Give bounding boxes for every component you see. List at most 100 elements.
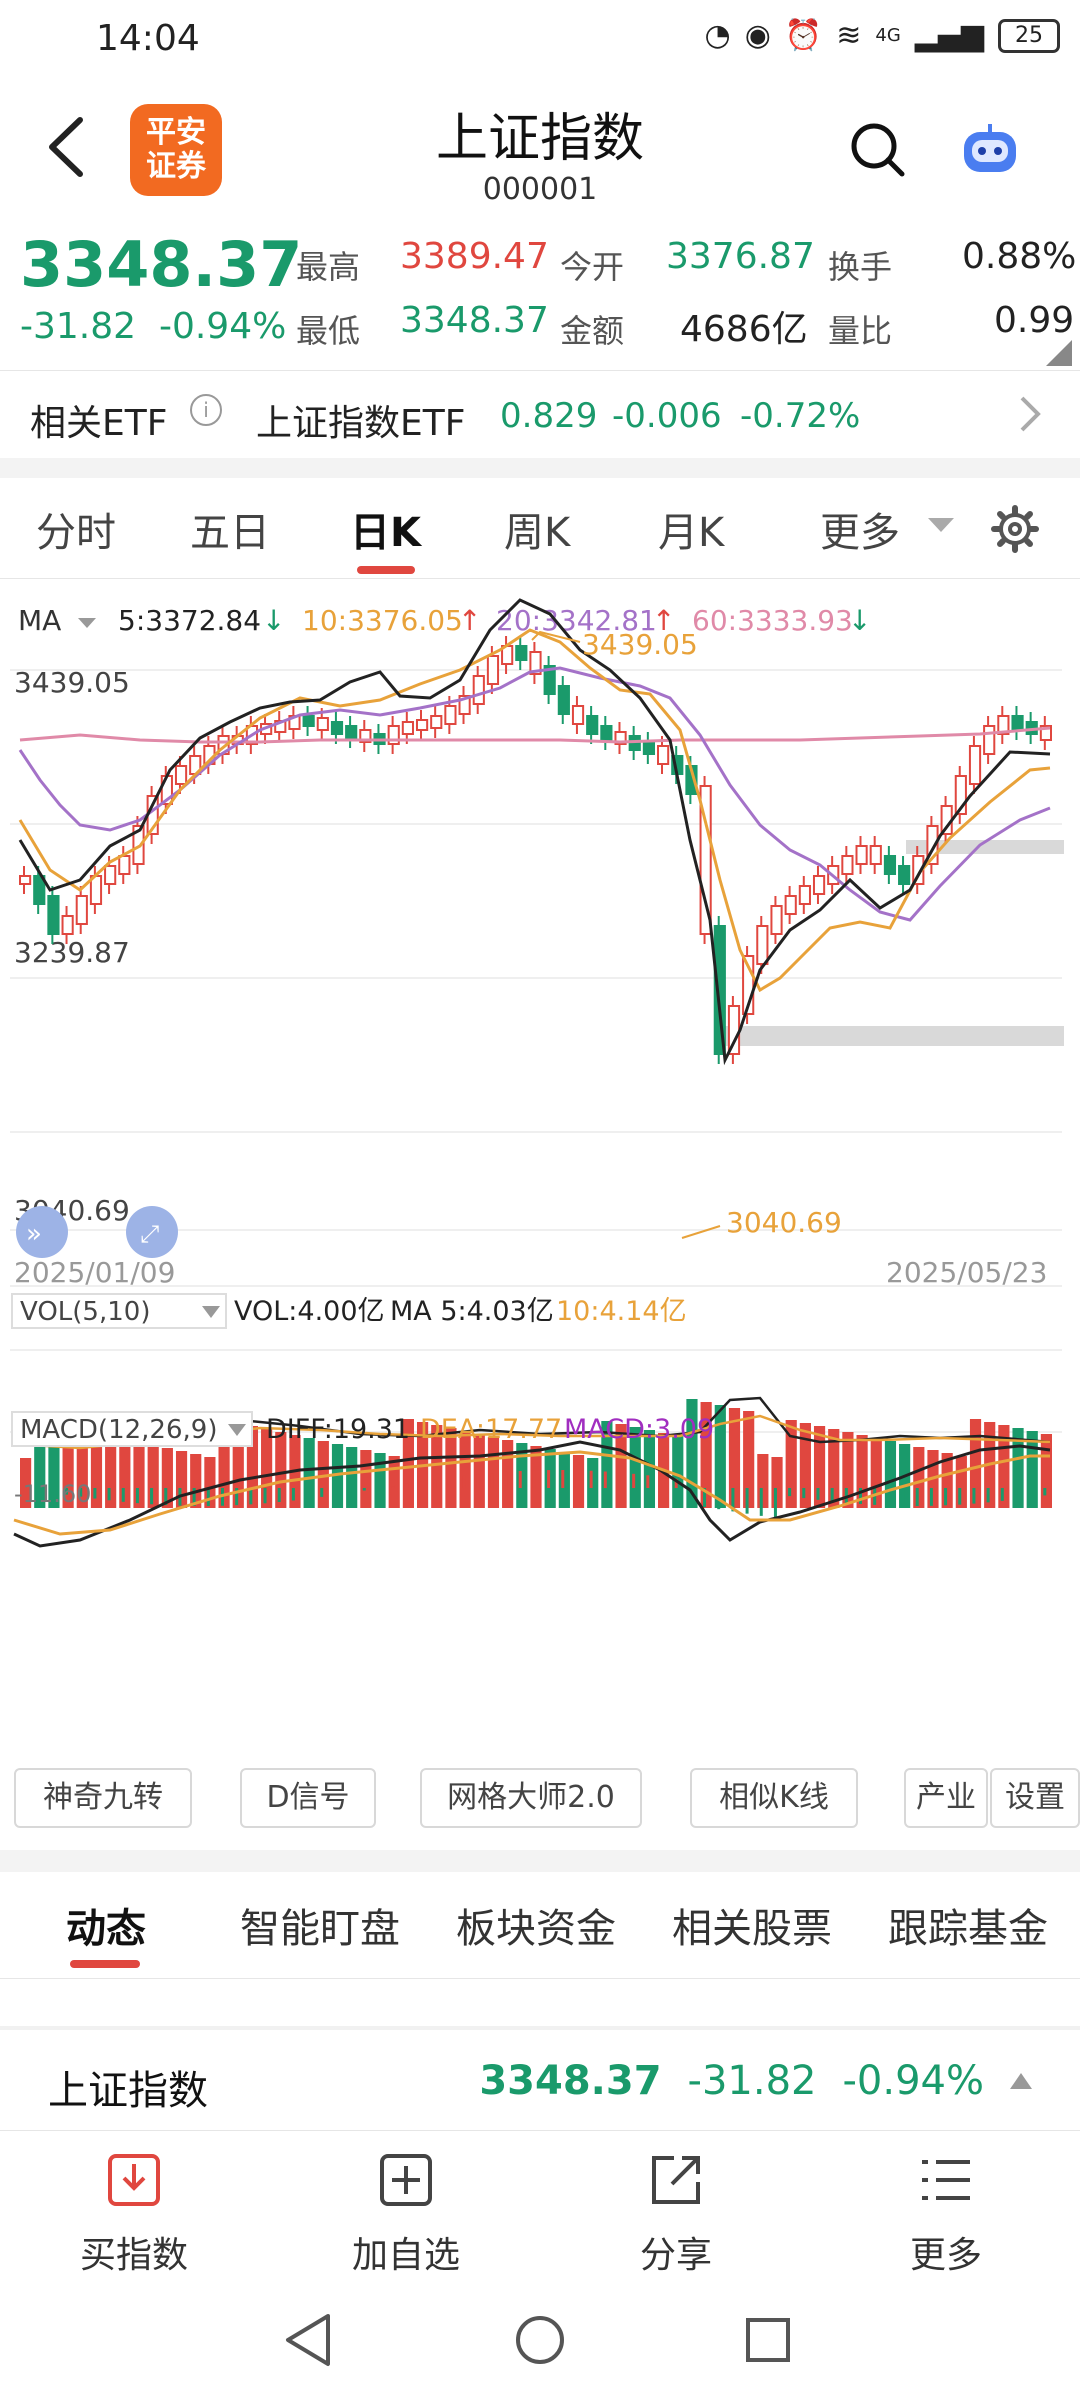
- battery-level: 25: [1015, 22, 1043, 48]
- open-value: 3376.87: [666, 236, 815, 277]
- volume-bar: [728, 1408, 741, 1508]
- volume-bar: [204, 1457, 216, 1508]
- candle-body: [883, 855, 897, 875]
- robot-assistant-icon[interactable]: [958, 120, 1022, 180]
- ma5-arrow-icon: ↓: [262, 604, 285, 637]
- candle-body: [756, 925, 769, 965]
- tab-smart-watch[interactable]: 智能盯盘: [240, 1906, 400, 1952]
- add-watchlist-button[interactable]: 加自选: [326, 2150, 486, 2278]
- info-icon[interactable]: i: [190, 394, 222, 426]
- expand-up-icon[interactable]: [1010, 2073, 1032, 2089]
- tab-intraday[interactable]: 分时: [36, 510, 116, 556]
- volume-bar: [516, 1443, 528, 1508]
- volume-bar: [941, 1453, 953, 1508]
- volume-bar: [360, 1450, 372, 1508]
- tab-related-stocks[interactable]: 相关股票: [672, 1906, 832, 1952]
- volume-bar: [587, 1458, 599, 1508]
- high-label: 最高: [296, 248, 361, 286]
- share-label: 分享: [639, 2235, 712, 2276]
- date-start: 2025/01/09: [14, 1256, 175, 1289]
- tab-daily-k[interactable]: 日K: [350, 510, 421, 556]
- candle-body: [118, 855, 131, 875]
- more-label: 更多: [909, 2235, 982, 2276]
- ma60-line: [19, 726, 1051, 744]
- tab-weekly-k[interactable]: 周K: [504, 510, 571, 556]
- dropdown-triangle-icon[interactable]: [928, 516, 954, 534]
- macd-dropdown-icon[interactable]: [228, 1424, 246, 1436]
- settings-button[interactable]: 设置: [990, 1768, 1080, 1828]
- tab-dynamic[interactable]: 动态: [66, 1906, 146, 1952]
- volume-bar: [530, 1446, 542, 1508]
- nav-back-icon[interactable]: [286, 2314, 330, 2366]
- related-etf-row[interactable]: 相关ETF i 上证指数ETF 0.829 -0.006 -0.72%: [0, 372, 1080, 458]
- ma10-value: 10:3376.05: [302, 604, 463, 637]
- price-change: -31.82 -0.94%: [20, 306, 286, 347]
- ma5-line: [18, 598, 1051, 1066]
- tab-tracking-funds[interactable]: 跟踪基金: [888, 1906, 1048, 1952]
- macd-selector[interactable]: [11, 1411, 253, 1447]
- volume-bar: [828, 1429, 840, 1508]
- candle-body: [571, 705, 585, 725]
- high-marker-label: 3439.05: [582, 628, 698, 661]
- volume-bar: [799, 1423, 811, 1508]
- candle-body: [954, 775, 967, 815]
- buy-index-button[interactable]: 买指数: [54, 2150, 214, 2278]
- candle-body: [387, 725, 400, 745]
- speed-icon: ◔: [704, 18, 731, 53]
- date-end: 2025/05/23: [886, 1256, 1047, 1289]
- kline-chart[interactable]: MA 5:3372.84 ↓ 10:3376.05 ↑ 20:3342.81 ↑…: [0, 590, 1080, 1750]
- low-marker-line: [681, 1225, 721, 1239]
- candle-body: [430, 715, 443, 729]
- fullscreen-button[interactable]: [126, 1206, 178, 1258]
- back-arrow-icon[interactable]: [40, 112, 96, 182]
- volume-bar: [487, 1437, 500, 1508]
- share-button[interactable]: 分享: [596, 2150, 756, 2278]
- volume-bar: [232, 1423, 244, 1508]
- candle-body: [458, 695, 471, 715]
- grid-master-button[interactable]: 网格大师2.0: [420, 1768, 642, 1828]
- search-icon[interactable]: [848, 120, 908, 180]
- ma-label: MA: [18, 604, 61, 637]
- tab-monthly-k[interactable]: 月K: [658, 510, 725, 556]
- vol-dropdown-icon[interactable]: [202, 1306, 220, 1318]
- candle-body: [415, 719, 429, 731]
- divider: [0, 1978, 1080, 1979]
- support-band: [720, 1026, 1064, 1046]
- diff-line: [13, 1440, 1051, 1548]
- candle-body: [61, 915, 74, 935]
- ma-dropdown-icon[interactable]: [78, 618, 96, 628]
- candle-body: [586, 715, 599, 735]
- stock-code: 000001: [482, 172, 598, 207]
- gear-icon[interactable]: [990, 504, 1040, 554]
- similar-kline-button[interactable]: 相似K线: [690, 1768, 858, 1828]
- volume-bar: [998, 1425, 1010, 1508]
- fast-forward-button[interactable]: [16, 1206, 68, 1258]
- candle-body: [997, 715, 1010, 735]
- volume-bar: [714, 1405, 726, 1508]
- volume-bar: [856, 1435, 868, 1508]
- chevron-right-icon[interactable]: [1014, 394, 1044, 434]
- tab-more[interactable]: 更多: [820, 510, 900, 556]
- volume-bar: [90, 1433, 103, 1508]
- nav-recents-icon[interactable]: [746, 2318, 790, 2362]
- macd-selector-label: MACD(12,26,9): [20, 1415, 217, 1445]
- tab-sector-funds[interactable]: 板块资金: [456, 1906, 616, 1952]
- volume-bar: [1012, 1428, 1024, 1508]
- volume-bar: [544, 1449, 556, 1508]
- expand-corner-icon[interactable]: [1046, 340, 1072, 366]
- ma10-arrow-icon: ↑: [458, 604, 481, 637]
- divider: [0, 370, 1080, 371]
- volume-bar: [615, 1424, 627, 1508]
- industry-button[interactable]: 产业: [904, 1768, 988, 1828]
- tab-five-day[interactable]: 五日: [190, 510, 270, 556]
- vol-selector[interactable]: [11, 1293, 227, 1329]
- nav-home-icon[interactable]: [516, 2316, 564, 2364]
- network-label: 4G: [875, 25, 901, 46]
- d-signal-button[interactable]: D信号: [240, 1768, 376, 1828]
- magic-nine-button[interactable]: 神奇九转: [14, 1768, 192, 1828]
- eye-icon: ◉: [744, 18, 771, 53]
- active-bottom-tab-indicator: [70, 1960, 140, 1968]
- more-button[interactable]: 更多: [866, 2150, 1026, 2278]
- page-title: 上证指数: [435, 109, 644, 169]
- volume-bar: [62, 1427, 74, 1508]
